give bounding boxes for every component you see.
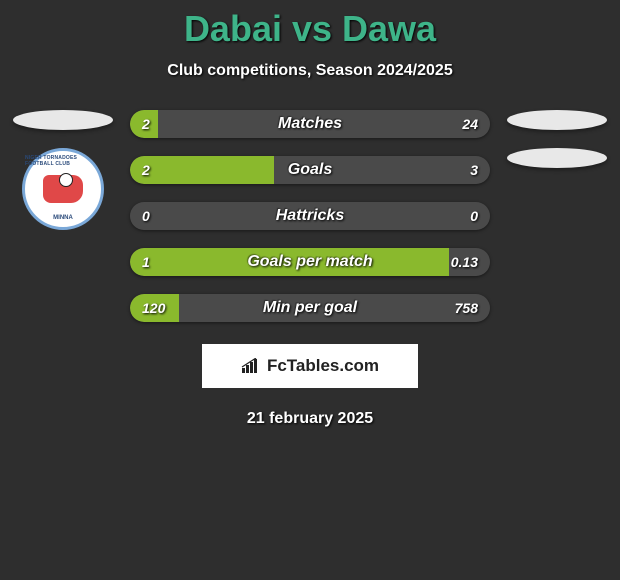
stat-bar: 00Hattricks	[130, 202, 490, 230]
chart-icon	[241, 358, 261, 374]
stat-bar: 120758Min per goal	[130, 294, 490, 322]
stat-label: Matches	[130, 110, 490, 138]
left-player-col: NIGER TORNADOES FOOTBALL CLUB MINNA	[8, 110, 118, 230]
stat-label: Goals per match	[130, 248, 490, 276]
stat-label: Goals	[130, 156, 490, 184]
stat-bar: 23Goals	[130, 156, 490, 184]
subtitle: Club competitions, Season 2024/2025	[0, 62, 620, 80]
comparison-widget: Dabai vs Dawa Club competitions, Season …	[0, 0, 620, 428]
attribution-badge: FcTables.com	[202, 344, 418, 388]
stat-label: Min per goal	[130, 294, 490, 322]
player-silhouette-left	[13, 110, 113, 130]
stat-label: Hattricks	[130, 202, 490, 230]
badge-ball-icon	[59, 173, 73, 187]
player-silhouette-right-1	[507, 110, 607, 130]
attribution-text: FcTables.com	[267, 356, 379, 376]
stats-bars: 224Matches 23Goals 00Hattricks 10.13Goals p…	[118, 110, 502, 322]
right-player-col	[502, 110, 612, 168]
badge-text-top: NIGER TORNADOES FOOTBALL CLUB	[25, 155, 101, 167]
badge-text-bottom: MINNA	[53, 215, 73, 221]
stat-bar: 10.13Goals per match	[130, 248, 490, 276]
stat-bar: 224Matches	[130, 110, 490, 138]
player-silhouette-right-2	[507, 148, 607, 168]
club-badge-left: NIGER TORNADOES FOOTBALL CLUB MINNA	[22, 148, 104, 230]
page-title: Dabai vs Dawa	[0, 8, 620, 50]
content-row: NIGER TORNADOES FOOTBALL CLUB MINNA 224M…	[0, 110, 620, 322]
date-line: 21 february 2025	[0, 410, 620, 428]
